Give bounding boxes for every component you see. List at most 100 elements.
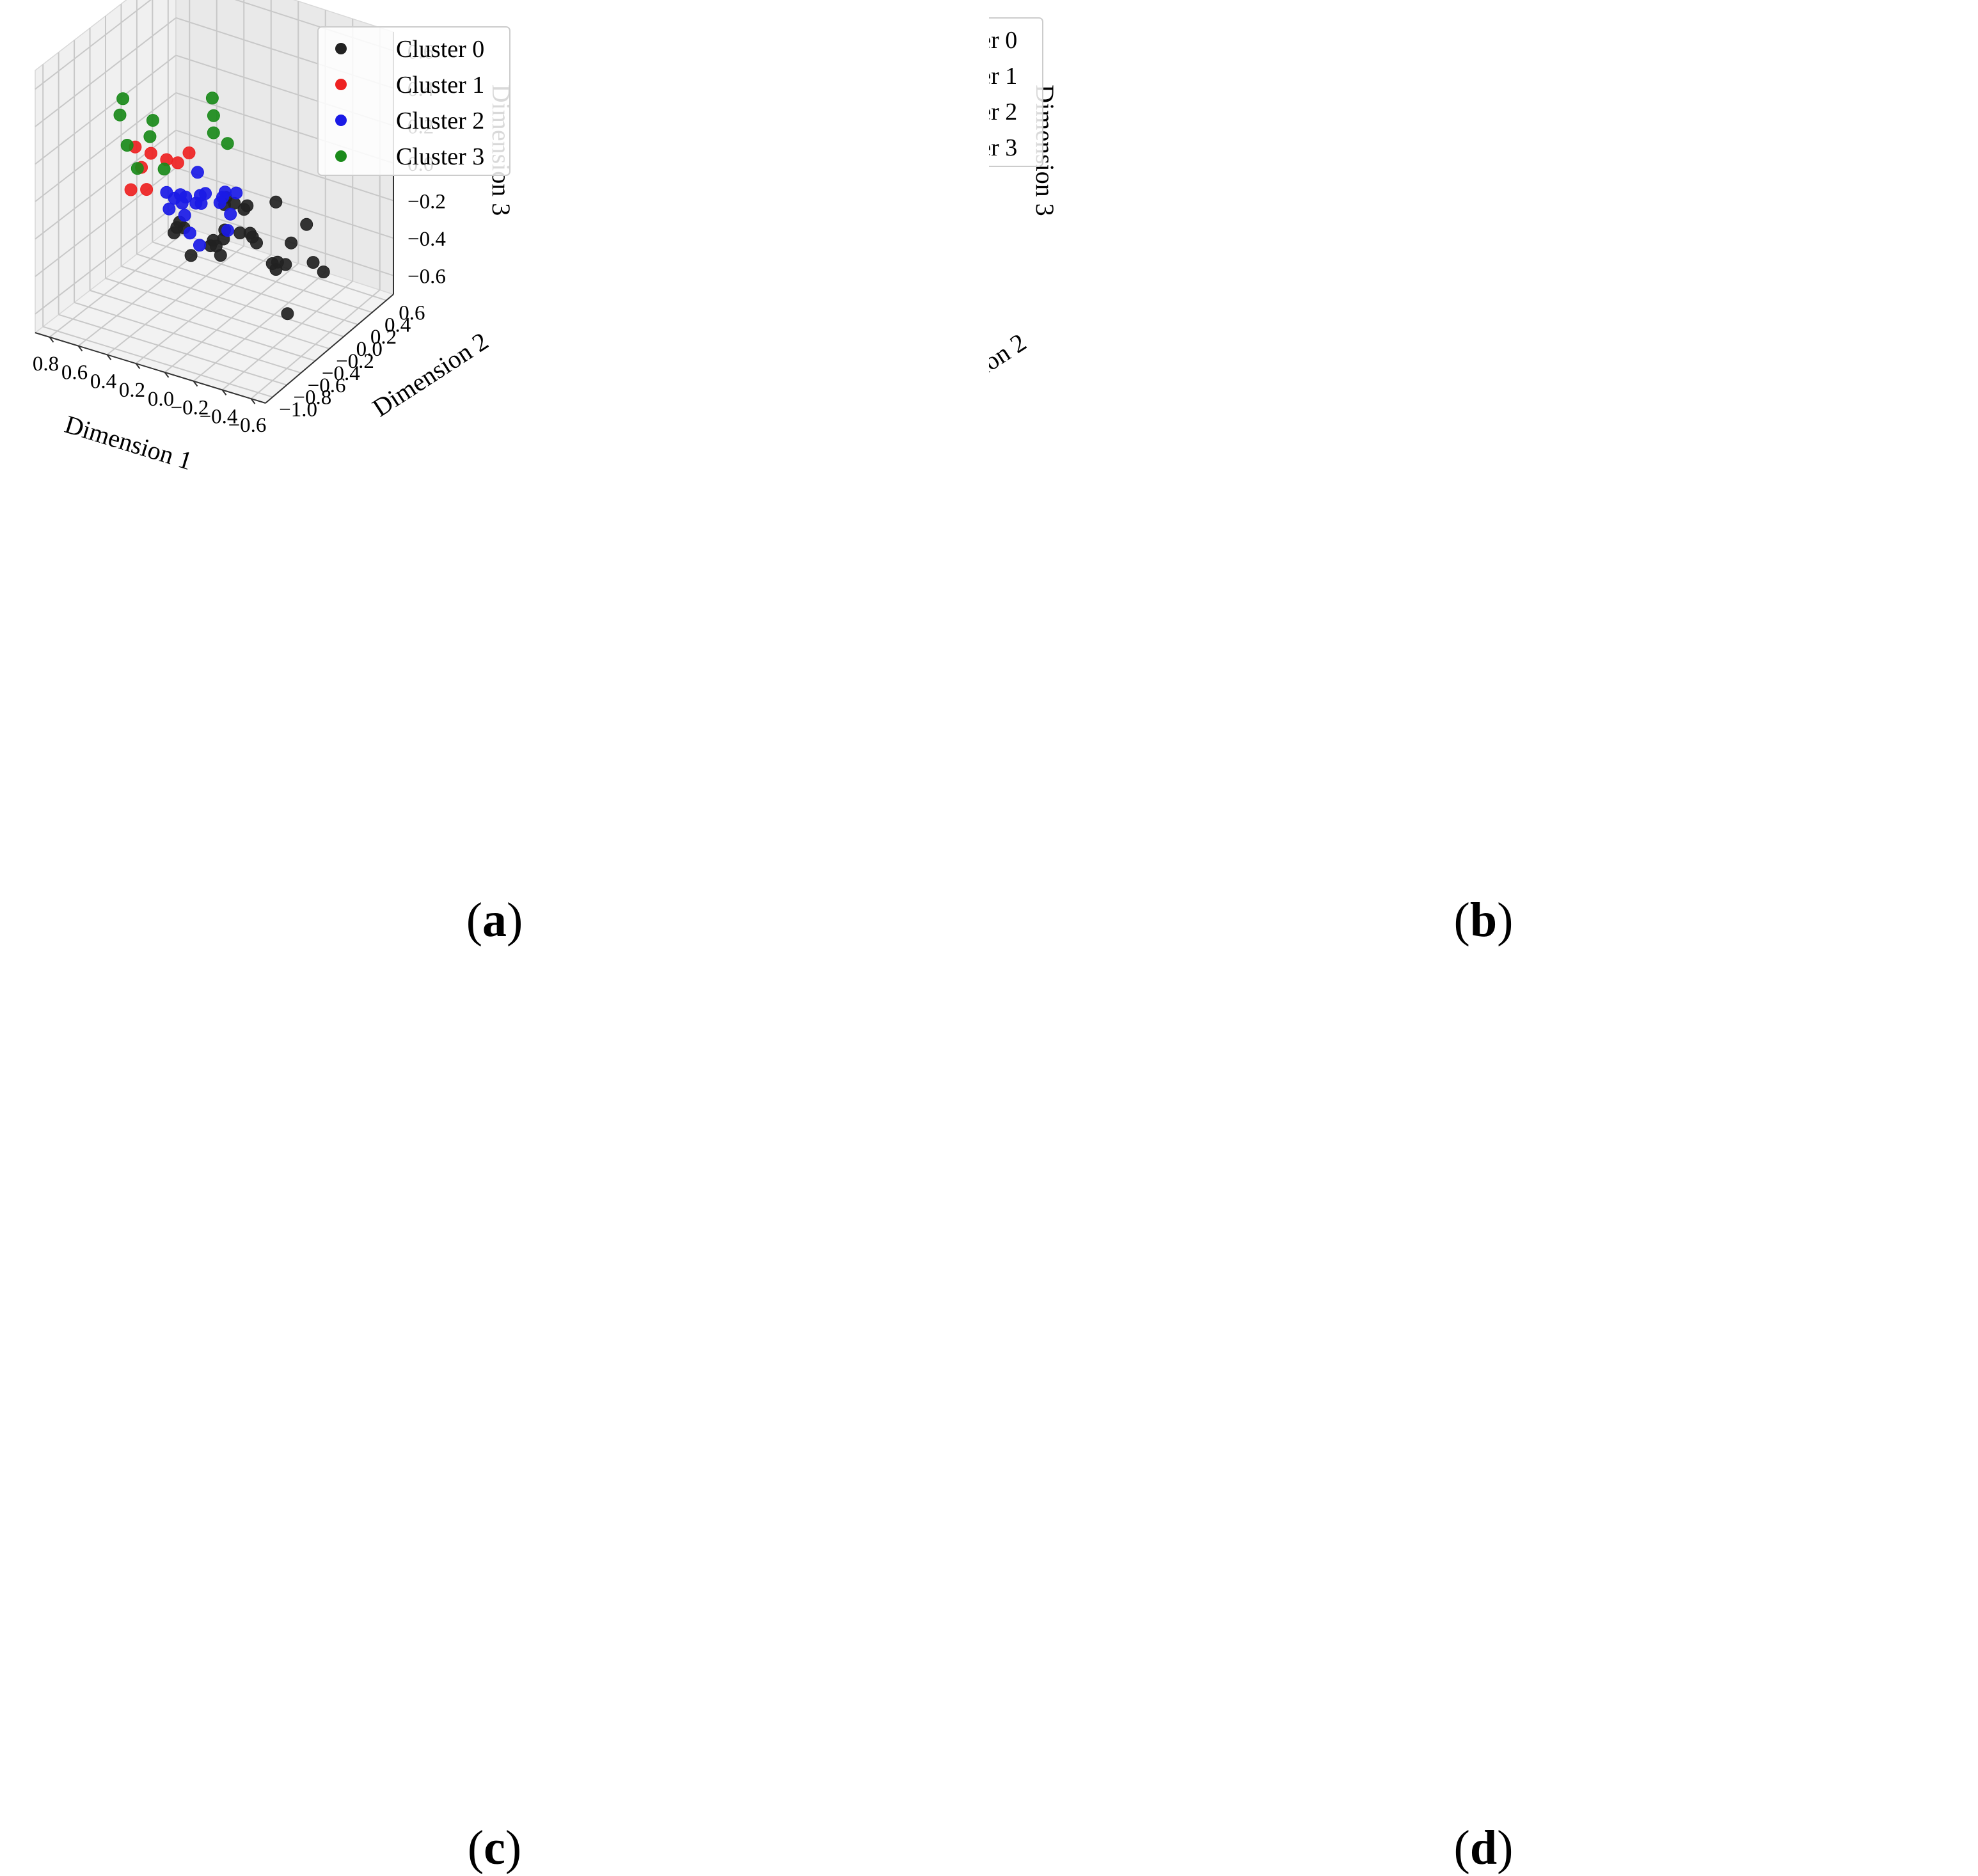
point-cluster-3 xyxy=(120,139,134,152)
panel-d: 86420−2−4−6−8−6−4−2024681050−5−10Dimensi… xyxy=(989,928,1978,1875)
grid-y xyxy=(58,314,287,386)
point-cluster-2 xyxy=(213,196,226,209)
grid-y xyxy=(90,289,316,362)
point-cluster-0 xyxy=(269,195,283,209)
point-cluster-2 xyxy=(221,224,234,237)
y-tick-label: −0.4 xyxy=(322,362,360,385)
grid-y xyxy=(121,266,344,338)
point-cluster-1 xyxy=(124,183,138,196)
x-axis-line xyxy=(35,332,266,404)
x-tick xyxy=(77,346,83,352)
point-cluster-2 xyxy=(224,207,237,221)
point-cluster-0 xyxy=(300,218,313,231)
grid-y xyxy=(42,326,273,398)
grid-z-wall xyxy=(35,0,152,90)
point-cluster-0 xyxy=(184,249,198,262)
point-cluster-0 xyxy=(306,256,320,269)
x-tick-label: −0.4 xyxy=(200,405,238,428)
point-cluster-2 xyxy=(199,187,212,200)
z-tick-label: −0.4 xyxy=(407,228,446,251)
y-tick-label: 0.2 xyxy=(370,326,397,349)
legend-box xyxy=(317,26,510,176)
point-cluster-1 xyxy=(140,183,154,196)
panel-a: 0.8 0.6 0.4 0.2 0.0 −0.2 −0.4 −0.6 −1.0 −0.8 −0.6−… xyxy=(0,0,989,947)
z-tick-label: −0.6 xyxy=(407,266,446,289)
z-tick-label: −0.2 xyxy=(407,191,446,214)
y-tick-label: 0.0 xyxy=(356,338,383,361)
point-cluster-3 xyxy=(207,126,220,139)
y-tick-label: −0.2 xyxy=(336,350,374,373)
legend-a: Cluster 0 Cluster 1 Cluster 2 Cluster 3 xyxy=(317,26,510,176)
points-a xyxy=(113,91,330,321)
legend-marker-3 xyxy=(335,150,347,162)
legend-marker-0 xyxy=(335,43,347,54)
point-cluster-2 xyxy=(160,186,173,199)
point-cluster-3 xyxy=(143,130,157,143)
legend-b: Cluster 0 Cluster 1 Cluster 2 Cluster 3 xyxy=(989,17,1043,167)
x-tick-label: 0.8 xyxy=(33,353,59,376)
x-tick-label: 0.2 xyxy=(119,379,145,402)
x-tick xyxy=(49,337,54,343)
point-cluster-2 xyxy=(183,227,196,240)
plot-d: 86420−2−4−6−8−6−4−2024681050−5−10Dimensi… xyxy=(989,928,1978,1856)
point-cluster-2 xyxy=(178,209,191,222)
caption-b: (b) xyxy=(1453,893,1514,947)
point-cluster-1 xyxy=(182,146,196,159)
point-cluster-2 xyxy=(193,239,206,252)
caption-a: (a) xyxy=(466,893,523,947)
point-cluster-3 xyxy=(221,137,234,150)
y-tick-label: −1.0 xyxy=(279,399,317,422)
plot-b: 86420−2−4−6−10−5051050−5−10Dimension 1Di… xyxy=(989,17,1059,424)
x-axis-label: Dimension 1 xyxy=(65,928,200,930)
grid-y xyxy=(105,278,330,349)
grid-z-wall xyxy=(35,92,177,202)
x-tick-label: −0.2 xyxy=(171,397,209,420)
point-cluster-2 xyxy=(230,186,243,200)
x-tick xyxy=(193,381,198,387)
y-axis-label: Dimension 2 xyxy=(989,328,1031,424)
point-cluster-1 xyxy=(144,147,157,160)
point-cluster-3 xyxy=(131,162,144,175)
point-cluster-0 xyxy=(281,307,294,321)
grid-y xyxy=(136,253,358,326)
y-tick-label: −0.6 xyxy=(308,374,346,397)
legend-label-3: Cluster 3 xyxy=(989,134,1017,161)
grid-z xyxy=(175,129,394,202)
x-tick-label: 0.6 xyxy=(61,362,88,385)
x-tick xyxy=(250,398,256,404)
legend-label-1: Cluster 1 xyxy=(396,72,484,99)
legend-label-1: Cluster 1 xyxy=(989,63,1017,90)
legend-label-0: Cluster 0 xyxy=(989,27,1017,54)
y-tick-label: 0.6 xyxy=(399,301,425,324)
point-cluster-3 xyxy=(157,163,171,176)
plot-c: 1.00.80.60.40.20.00.00.20.40.60.81.01.00… xyxy=(65,928,200,930)
point-cluster-0 xyxy=(250,236,263,250)
point-cluster-3 xyxy=(113,108,127,122)
point-cluster-2 xyxy=(191,166,204,179)
caption-d: (d) xyxy=(1453,1821,1514,1875)
x-tick-label: 0.4 xyxy=(90,370,116,393)
point-cluster-2 xyxy=(174,188,187,202)
point-cluster-3 xyxy=(207,109,220,122)
y-axis-line xyxy=(265,294,394,404)
legend-box xyxy=(989,17,1043,167)
legend-label-2: Cluster 2 xyxy=(396,107,484,134)
point-cluster-3 xyxy=(146,114,159,127)
point-cluster-0 xyxy=(285,236,298,250)
x-tick xyxy=(221,389,227,395)
grid-z xyxy=(175,167,394,239)
point-cluster-1 xyxy=(171,156,184,170)
grid-z-wall xyxy=(35,167,177,277)
point-cluster-0 xyxy=(233,227,247,239)
x-tick-label: 0.0 xyxy=(148,388,174,411)
point-cluster-0 xyxy=(279,258,292,271)
point-cluster-3 xyxy=(116,92,130,106)
legend-marker-2 xyxy=(335,115,347,126)
point-cluster-2 xyxy=(162,202,176,216)
point-cluster-0 xyxy=(241,199,254,212)
legend-label-0: Cluster 0 xyxy=(396,36,484,63)
y-tick-label: −0.8 xyxy=(293,386,331,409)
y-tick-label: 0.4 xyxy=(384,314,411,337)
x-tick xyxy=(135,363,141,369)
x-tick xyxy=(106,354,112,360)
